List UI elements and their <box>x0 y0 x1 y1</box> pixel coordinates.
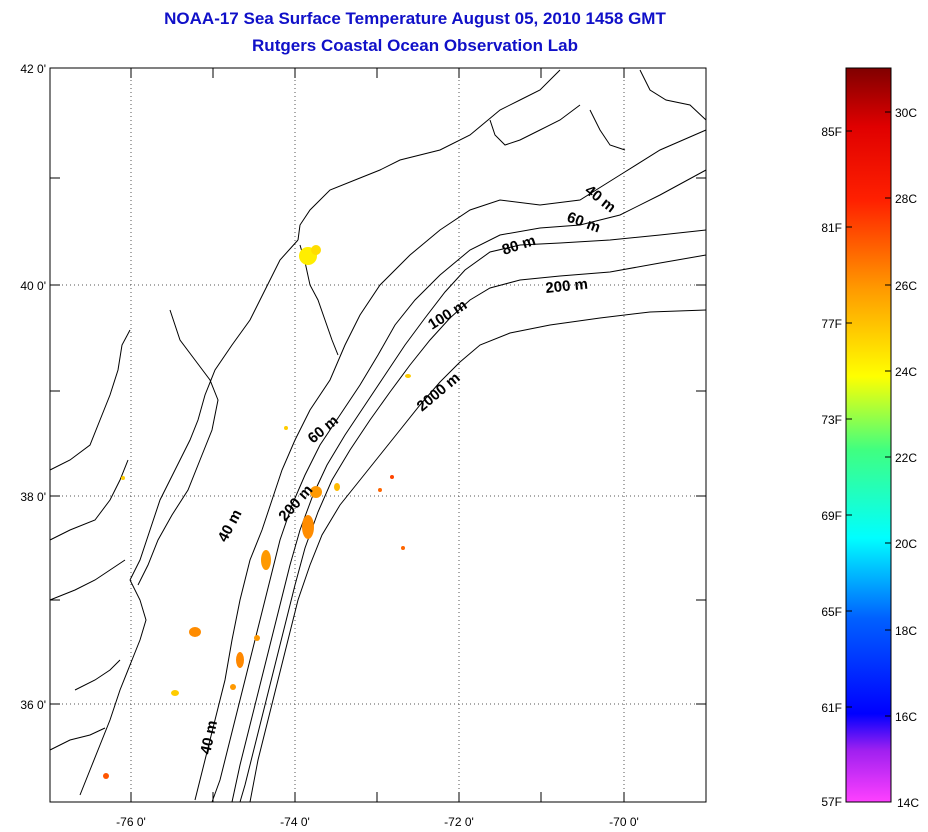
frame-ticks <box>50 68 706 802</box>
lat-label: 38 0' <box>20 490 46 504</box>
colorbar-c-label: 22C <box>895 451 917 465</box>
lon-label: -74 0' <box>280 815 310 829</box>
lat-labels: 42 0' 40 0' 38 0' 36 0' <box>20 62 46 712</box>
chart-title: NOAA-17 Sea Surface Temperature August 0… <box>164 9 666 28</box>
isobath-label: 200 m <box>545 276 589 297</box>
colorbar-c-label: 30C <box>895 106 917 120</box>
lon-label: -76 0' <box>116 815 146 829</box>
isobath-label: 40 m <box>197 719 221 756</box>
isobaths <box>194 129 707 803</box>
lon-label: -72 0' <box>444 815 474 829</box>
lon-labels: -76 0' -74 0' -72 0' -70 0' <box>116 815 639 829</box>
colorbar-c-label: 28C <box>895 192 917 206</box>
lat-label: 42 0' <box>20 62 46 76</box>
sst-pixels <box>103 245 411 779</box>
colorbar: 85F 81F 77F 73F 69F 65F 61F 57F 30C 28C … <box>821 67 919 810</box>
colorbar-c-label: 16C <box>895 710 917 724</box>
colorbar-f-label: 85F <box>821 125 842 139</box>
lon-label: -70 0' <box>609 815 639 829</box>
colorbar-gradient <box>845 67 892 803</box>
colorbar-f-label: 69F <box>821 509 842 523</box>
colorbar-c-label: 18C <box>895 624 917 638</box>
lat-label: 40 0' <box>20 279 46 293</box>
colorbar-f-label: 57F <box>821 795 842 809</box>
colorbar-f-label: 77F <box>821 317 842 331</box>
colorbar-c-label: 20C <box>895 537 917 551</box>
graticule <box>50 68 706 802</box>
lat-label: 36 0' <box>20 698 46 712</box>
colorbar-f-label: 61F <box>821 701 842 715</box>
colorbar-c-label: 26C <box>895 279 917 293</box>
colorbar-f-label: 81F <box>821 221 842 235</box>
colorbar-f-label: 73F <box>821 413 842 427</box>
colorbar-c-label: 14C <box>897 796 919 810</box>
chart-subtitle: Rutgers Coastal Ocean Observation Lab <box>252 36 578 55</box>
map-frame <box>49 67 707 803</box>
colorbar-c-label: 24C <box>895 365 917 379</box>
colorbar-f-label: 65F <box>821 605 842 619</box>
